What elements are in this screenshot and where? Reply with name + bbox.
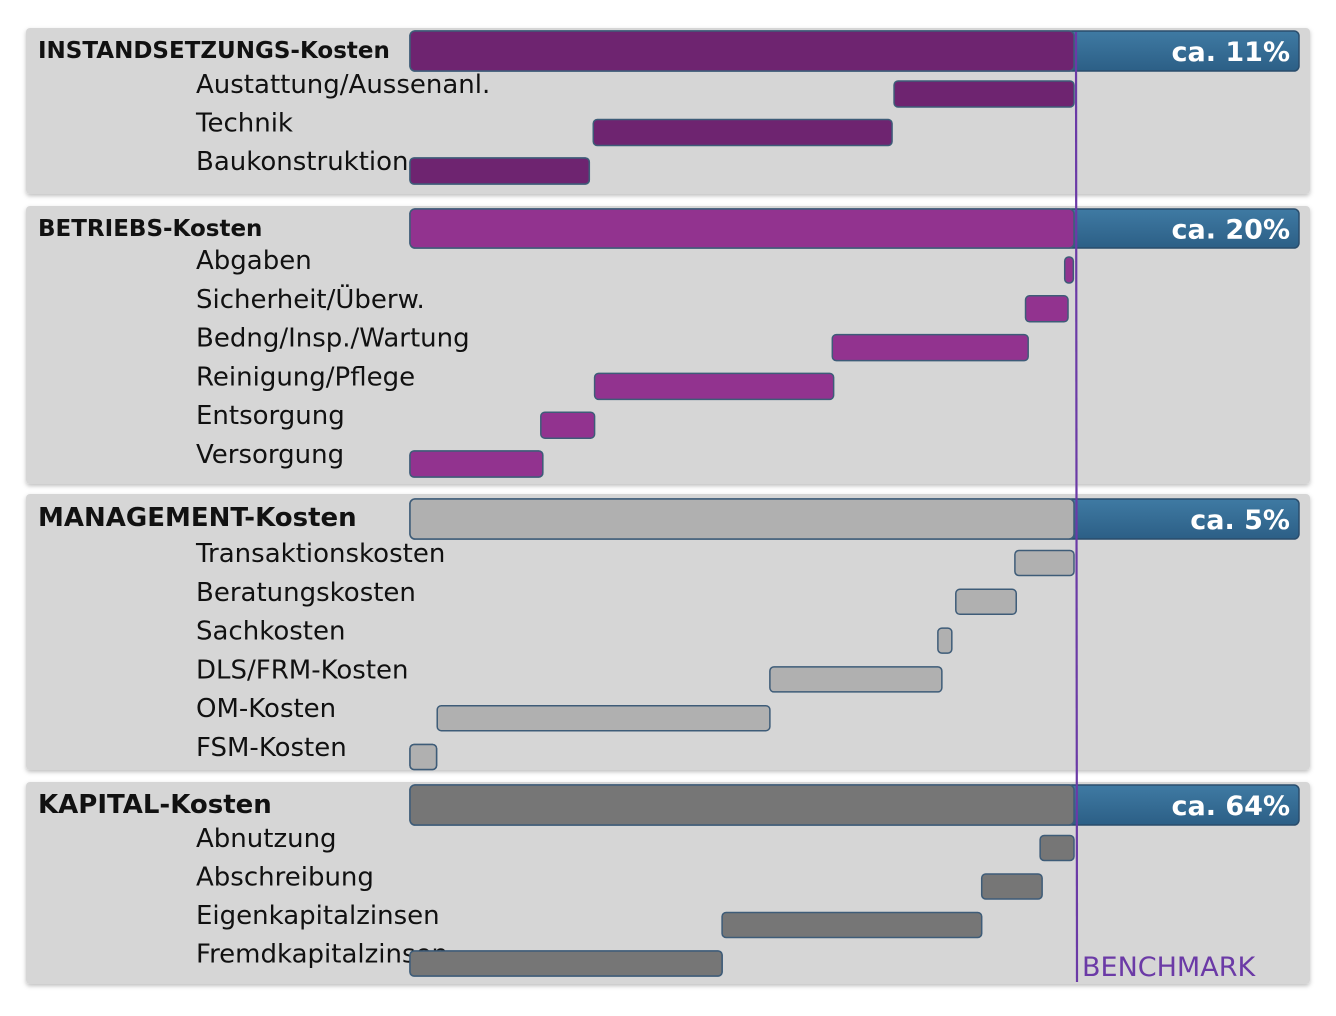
cost-item-bar — [1039, 834, 1075, 862]
cost-item-bar — [592, 118, 893, 147]
cost-item-label: DLS/FRM-Kosten — [196, 655, 408, 685]
section-share-label: ca. 5% — [1190, 505, 1290, 536]
cost-item-label: Transaktionskosten — [195, 539, 445, 569]
section-panel — [26, 206, 1310, 484]
cost-section: ca. 11% Austattung/Aussenanl. Technik Bauko… — [26, 28, 1310, 194]
cost-section: ca. 20% Abgaben Sicherheit/Überw. Bedng/Ins… — [26, 206, 1310, 484]
cost-item-bar — [436, 704, 771, 732]
section-title: INSTANDSETZUNGS-Kosten — [38, 38, 390, 64]
cost-item-label: Eigenkapitalzinsen — [196, 901, 440, 931]
cost-item-bar — [937, 627, 953, 654]
cost-item-label: Beratungskosten — [196, 578, 416, 608]
cost-item-bar — [593, 372, 835, 401]
section-share-label: ca. 64% — [1171, 791, 1290, 822]
benchmark-label: BENCHMARK — [1082, 952, 1256, 983]
section-share-label: ca. 20% — [1171, 215, 1290, 246]
cost-item-bar — [1063, 256, 1075, 284]
cost-item-bar — [1024, 295, 1069, 323]
section-main-bar — [409, 784, 1075, 826]
cost-item-label: Abschreibung — [196, 863, 374, 893]
benchmark-line — [1074, 31, 1079, 983]
section-title: KAPITAL-Kosten — [38, 790, 272, 820]
cost-item-label: Entsorgung — [196, 401, 345, 431]
section-main-bar — [409, 498, 1075, 540]
cost-item-label: Versorgung — [196, 440, 344, 470]
cost-item-bar — [1014, 549, 1075, 577]
cost-item-label: FSM-Kosten — [196, 733, 347, 763]
section-panel — [26, 782, 1310, 984]
cost-item-label: Abnutzung — [196, 824, 337, 854]
section-title: MANAGEMENT-Kosten — [38, 503, 357, 533]
cost-item-bar — [893, 80, 1075, 108]
section-title: BETRIEBS-Kosten — [38, 216, 262, 242]
cost-item-label: OM-Kosten — [196, 694, 336, 724]
cost-item-label: Bedng/Insp./Wartung — [196, 324, 470, 354]
cost-item-bar — [980, 873, 1043, 900]
cost-item-bar — [955, 588, 1017, 616]
cost-item-bar — [831, 333, 1029, 362]
cost-item-bar — [769, 666, 943, 693]
cost-item-label: Sachkosten — [196, 617, 345, 647]
cost-item-label: Baukonstruktion — [196, 147, 409, 177]
section-main-bar — [409, 208, 1075, 249]
cost-item-bar — [721, 911, 983, 939]
cost-item-bar-overlay — [409, 450, 544, 478]
cost-item-label: Abgaben — [196, 246, 312, 276]
section-main-bar — [409, 30, 1075, 72]
cost-item-label: Technik — [195, 109, 293, 139]
cost-item-label: Fremdkapitalzinsen — [196, 940, 448, 970]
cost-item-bar — [540, 411, 596, 439]
cost-item-label: Reinigung/Pflege — [196, 362, 415, 392]
cost-item-bar-overlay — [409, 743, 438, 771]
cost-item-label: Sicherheit/Überw. — [196, 283, 425, 315]
section-panel — [26, 494, 1310, 770]
cost-item-bar-overlay — [409, 157, 591, 185]
section-share-label: ca. 11% — [1171, 37, 1290, 68]
cost-section: ca. 5% Transaktionskosten Beratungskosten S… — [26, 494, 1310, 771]
cost-item-bar-overlay — [409, 950, 723, 977]
cost-item-label: Austattung/Aussenanl. — [196, 70, 490, 100]
